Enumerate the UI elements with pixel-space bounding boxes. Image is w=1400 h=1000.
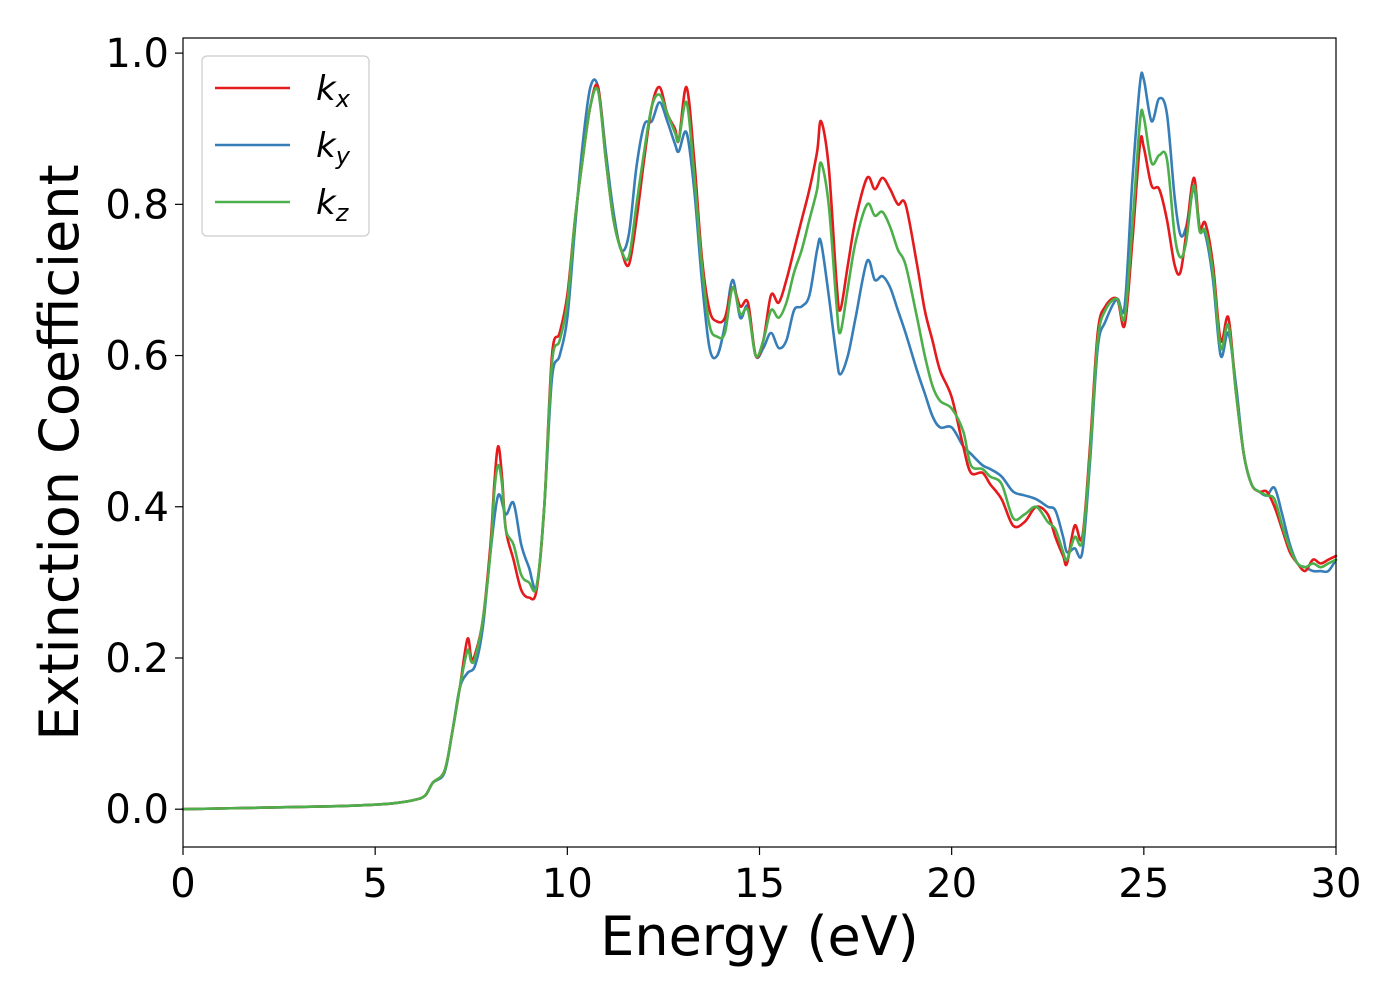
series-line-k-z <box>181 86 1338 811</box>
y-tick-label: 0.2 <box>105 636 169 682</box>
x-tick-label: 20 <box>926 861 977 907</box>
y-axis-title: Extinction Coefficient <box>28 164 91 740</box>
legend-label-base: k <box>316 126 337 166</box>
y-tick-label: 0.6 <box>105 334 169 380</box>
y-tick-label: 0.0 <box>105 787 169 833</box>
x-tick-label: 25 <box>1118 861 1169 907</box>
x-tick-label: 30 <box>1311 861 1362 907</box>
y-tick-label: 1.0 <box>105 31 169 77</box>
legend-label-z: kz <box>316 183 350 227</box>
series-line-k-x <box>181 83 1338 811</box>
x-axis: 0 5 10 15 20 25 30 <box>170 847 1361 907</box>
series-layer <box>181 71 1338 811</box>
x-axis-title: Energy (eV) <box>600 905 919 968</box>
y-tick-label: 0.4 <box>105 485 169 531</box>
y-tick-label: 0.8 <box>105 182 169 228</box>
y-axis: 0.0 0.2 0.4 0.6 0.8 1.0 <box>105 31 183 833</box>
legend-label-subscript: z <box>335 199 350 227</box>
legend-label-base: k <box>316 69 337 109</box>
x-tick-label: 10 <box>542 861 593 907</box>
legend-label-subscript: x <box>335 85 351 113</box>
x-tick-label: 15 <box>734 861 785 907</box>
x-tick-label: 0 <box>170 861 195 907</box>
x-tick-label: 5 <box>362 861 387 907</box>
legend-label-base: k <box>316 183 337 223</box>
legend-label-subscript: y <box>335 142 351 170</box>
legend-label-x: kx <box>316 69 351 113</box>
legend-label-y: ky <box>316 126 351 170</box>
